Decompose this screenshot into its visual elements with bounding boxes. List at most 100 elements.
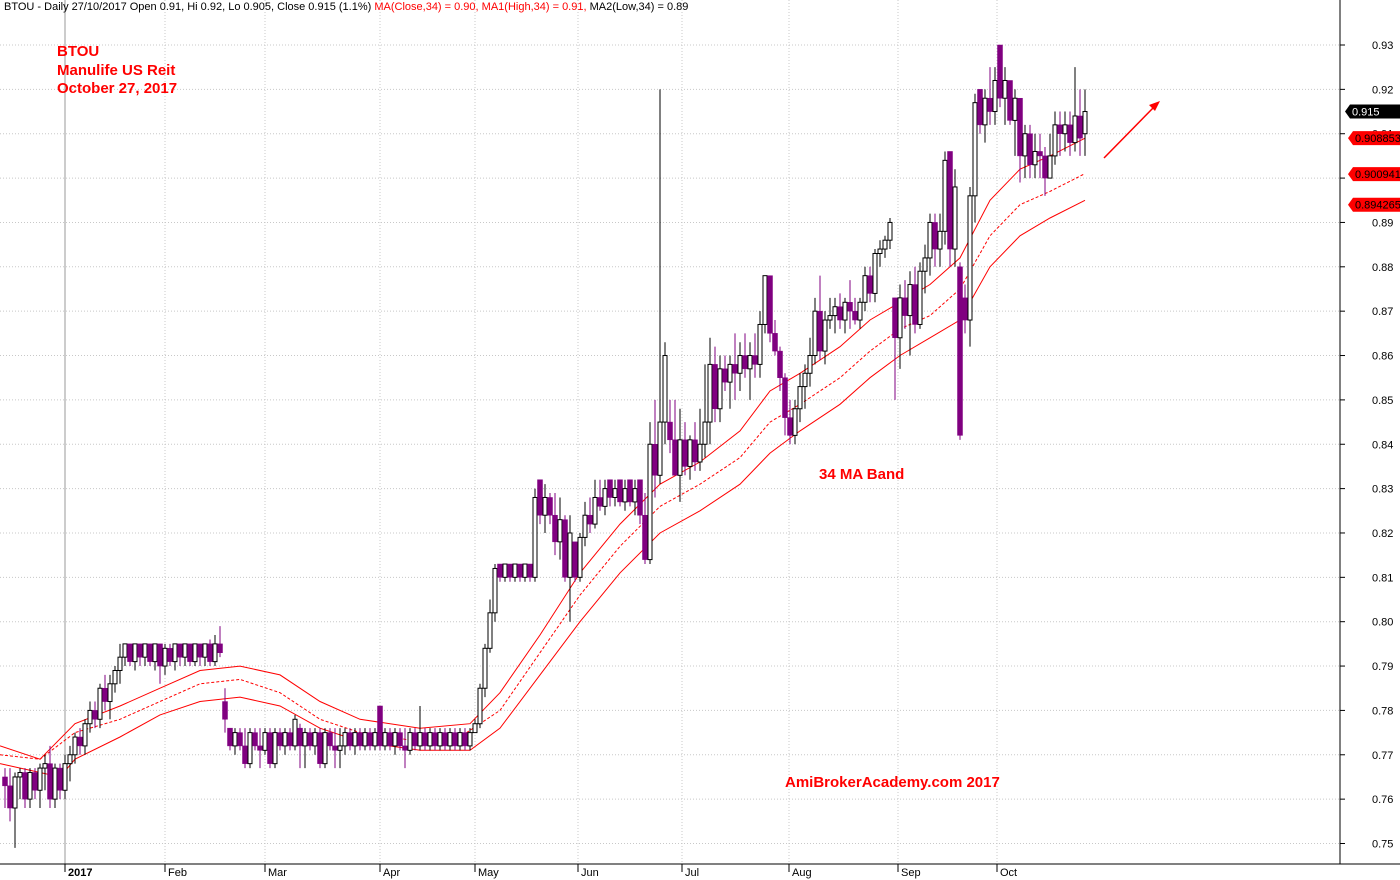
candle-body	[952, 186, 958, 250]
candle-body	[712, 364, 718, 410]
candle-body	[207, 643, 213, 662]
candle-body	[767, 275, 773, 334]
y-tick-label: 0.84	[1372, 439, 1393, 451]
candle-body	[397, 732, 403, 747]
candle-body	[317, 732, 323, 764]
candle-body	[1037, 151, 1043, 157]
candle-body	[77, 736, 83, 747]
candle-body	[1057, 124, 1063, 134]
candle-body	[647, 443, 653, 561]
candle-body	[882, 239, 888, 250]
ticker-line: BTOU - Daily 27/10/2017 Open 0.91, Hi 0.…	[4, 1, 372, 13]
candle-body	[957, 266, 963, 436]
candle-body	[182, 643, 188, 658]
candle-body	[617, 479, 623, 503]
moving-average-lines	[0, 137, 1086, 778]
x-tick-label: Feb	[168, 867, 187, 879]
candle-body	[447, 732, 453, 747]
candle-body	[797, 386, 803, 410]
candle-body	[827, 315, 833, 321]
y-tick-label: 0.78	[1372, 705, 1393, 717]
candle-body	[812, 310, 818, 357]
price-tag-bg	[1345, 104, 1400, 119]
x-tick-label: Mar	[268, 867, 287, 879]
candle-body	[297, 727, 303, 747]
price-tags: 0.915 0.908853 0.900941 0.894265	[1345, 104, 1400, 212]
candlesticks	[2, 44, 1088, 848]
candle-body	[977, 89, 983, 126]
candle-body	[587, 514, 593, 525]
candle-body	[337, 745, 343, 751]
candle-body	[302, 732, 308, 747]
candle-body	[357, 732, 363, 747]
candle-body	[802, 372, 808, 388]
ma-high-value: MA1(High,34) = 0.91,	[481, 1, 587, 13]
candle-body	[772, 333, 778, 352]
candle-body	[892, 297, 898, 339]
candle-body	[677, 439, 683, 476]
candle-body	[612, 488, 618, 498]
candle-body	[757, 323, 763, 365]
candle-body	[722, 368, 728, 383]
candle-body	[622, 488, 628, 503]
candle-body	[512, 563, 518, 578]
candle-body	[97, 687, 103, 720]
price-tag-label: 0.900941	[1355, 169, 1400, 181]
candle-body	[232, 732, 238, 747]
candle-body	[907, 284, 913, 317]
candle-body	[1042, 155, 1048, 179]
candle-body	[142, 643, 148, 658]
candle-body	[692, 439, 698, 463]
candle-body	[407, 732, 413, 751]
candle-body	[482, 647, 488, 689]
candle-body	[897, 297, 903, 339]
candle-body	[1052, 124, 1058, 157]
y-tick-label: 0.76	[1372, 794, 1393, 806]
candle-body	[642, 514, 648, 560]
x-tick-label: Sep	[901, 867, 921, 879]
candle-body	[532, 496, 538, 578]
candle-body	[162, 647, 168, 667]
candle-body	[657, 421, 663, 476]
company-name-label: Manulife US Reit	[57, 62, 176, 79]
candle-body	[422, 732, 428, 747]
x-tick-label: Jun	[581, 867, 599, 879]
candle-body	[307, 732, 313, 747]
candle-body	[742, 355, 748, 370]
symbol-label: BTOU	[57, 43, 100, 60]
candle-body	[947, 151, 953, 250]
candle-body	[437, 732, 443, 747]
candle-body	[117, 656, 123, 671]
candle-body	[697, 443, 703, 463]
candle-body	[1047, 155, 1053, 179]
x-tick-label: Aug	[792, 867, 812, 879]
candle-body	[517, 563, 523, 578]
candle-body	[707, 363, 713, 423]
candle-body	[137, 643, 143, 658]
candle-body	[787, 417, 793, 436]
candle-body	[112, 669, 118, 685]
candle-body	[102, 687, 108, 702]
candle-body	[197, 643, 203, 658]
y-tick-label: 0.80	[1372, 617, 1393, 629]
candle-body	[17, 772, 23, 778]
candle-body	[857, 301, 863, 321]
candle-body	[887, 221, 893, 241]
candle-body	[822, 319, 828, 352]
candle-body	[572, 541, 578, 578]
candle-body	[972, 102, 978, 197]
candle-body	[222, 701, 228, 720]
trend-arrow	[1103, 101, 1160, 159]
candle-body	[272, 732, 278, 765]
ma-close-value: MA(Close,34) = 0.90,	[374, 1, 479, 13]
candle-body	[932, 222, 938, 250]
candle-body	[597, 497, 603, 507]
candle-body	[762, 275, 768, 325]
candle-body	[662, 355, 668, 423]
y-tick-label: 0.82	[1372, 528, 1393, 540]
candle-body	[777, 350, 783, 378]
candle-body	[557, 519, 563, 543]
y-tick-label: 0.77	[1372, 750, 1393, 762]
candle-body	[72, 736, 78, 756]
candle-body	[87, 709, 93, 725]
